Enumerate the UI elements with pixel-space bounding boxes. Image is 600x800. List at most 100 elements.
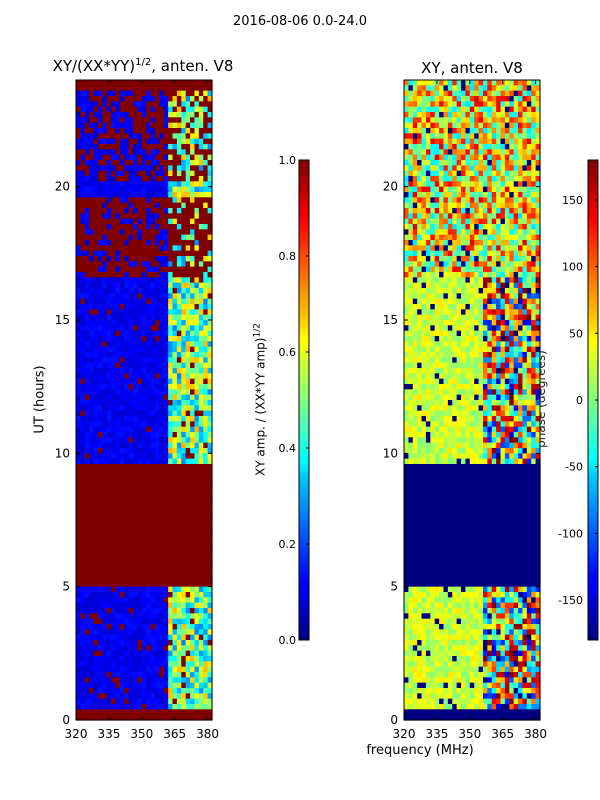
heatmap-cell: [443, 250, 449, 257]
heatmap-cell: [190, 256, 196, 262]
heatmap-cell: [133, 677, 139, 684]
heatmap-cell: [185, 245, 191, 252]
heatmap-cell: [163, 656, 169, 662]
heatmap-cell: [172, 565, 178, 572]
heatmap-cell: [128, 608, 134, 614]
heatmap-cell: [97, 304, 103, 310]
heatmap-cell: [106, 602, 112, 609]
heatmap-cell: [434, 176, 440, 182]
heatmap-cell: [106, 437, 112, 444]
heatmap-cell: [452, 272, 458, 278]
heatmap-cell: [106, 469, 112, 476]
heatmap-cell: [412, 96, 418, 102]
heatmap-cell: [146, 256, 152, 262]
heatmap-cell: [159, 144, 165, 150]
heatmap-cell: [106, 138, 112, 145]
heatmap-cell: [154, 709, 160, 716]
heatmap-cell: [509, 186, 515, 193]
heatmap-cell: [198, 218, 204, 225]
heatmap-cell: [84, 634, 90, 641]
heatmap-cell: [207, 234, 213, 241]
heatmap-cell: [150, 240, 156, 246]
heatmap-cell: [531, 122, 537, 129]
heatmap-cell: [89, 282, 95, 289]
heatmap-cell: [76, 677, 81, 684]
heatmap-cell: [80, 101, 86, 108]
heatmap-cell: [203, 336, 209, 342]
heatmap-cell: [443, 133, 449, 140]
heatmap-cell: [185, 320, 191, 326]
heatmap-cell: [172, 656, 178, 662]
heatmap-cell: [176, 181, 182, 188]
heatmap-cell: [190, 149, 196, 156]
heatmap-cell: [509, 160, 515, 166]
heatmap-cell: [185, 256, 191, 262]
heatmap-cell: [97, 666, 103, 673]
heatmap-cell: [124, 149, 130, 156]
heatmap-cell: [172, 554, 178, 561]
heatmap-cell: [456, 266, 462, 273]
heatmap-cell: [456, 144, 462, 150]
heatmap-cell: [207, 400, 213, 406]
heatmap-cell: [504, 117, 510, 124]
heatmap-cell: [115, 122, 121, 129]
heatmap-cell: [97, 288, 103, 294]
heatmap-cell: [133, 362, 139, 369]
heatmap-cell: [421, 122, 427, 129]
heatmap-cell: [207, 485, 213, 492]
heatmap-cell: [159, 272, 165, 278]
heatmap-cell: [198, 85, 204, 92]
heatmap-cell: [154, 144, 160, 150]
heatmap-cell: [176, 682, 182, 689]
heatmap-cell: [522, 154, 528, 161]
heatmap-cell: [163, 282, 169, 289]
heatmap-cell: [119, 586, 125, 593]
heatmap-cell: [84, 474, 90, 481]
heatmap-cell: [133, 602, 139, 609]
heatmap-cell: [84, 666, 90, 673]
heatmap-cell: [141, 480, 147, 486]
heatmap-cell: [207, 229, 213, 236]
heatmap-cell: [518, 90, 524, 97]
heatmap-cell: [84, 160, 90, 166]
heatmap-cell: [111, 688, 117, 694]
heatmap-cell: [115, 485, 121, 492]
heatmap-cell: [176, 128, 182, 134]
heatmap-cell: [115, 453, 121, 460]
heatmap-cell: [119, 144, 125, 150]
heatmap-cell: [154, 485, 160, 492]
heatmap-cell: [203, 309, 209, 316]
heatmap-cell: [119, 458, 125, 465]
heatmap-cell: [137, 309, 143, 316]
heatmap-cell: [526, 256, 532, 262]
heatmap-cell: [97, 608, 103, 614]
heatmap-cell: [80, 645, 86, 652]
heatmap-cell: [137, 378, 143, 385]
heatmap-cell: [89, 586, 95, 593]
heatmap-cell: [181, 256, 187, 262]
heatmap-cell: [124, 234, 130, 241]
heatmap-cell: [181, 570, 187, 577]
heatmap-cell: [518, 186, 524, 193]
heatmap-cell: [159, 304, 165, 310]
heatmap-cell: [194, 144, 200, 150]
heatmap-cell: [137, 224, 143, 230]
heatmap-cell: [102, 352, 108, 358]
heatmap-cell: [128, 128, 134, 134]
heatmap-cell: [203, 661, 209, 668]
heatmap-cell: [194, 261, 200, 268]
heatmap-cell: [461, 160, 467, 166]
heatmap-cell: [128, 672, 134, 678]
heatmap-cell: [452, 170, 458, 177]
heatmap-cell: [146, 576, 152, 582]
heatmap-cell: [128, 234, 134, 241]
heatmap-cell: [150, 80, 156, 86]
heatmap-cell: [482, 128, 488, 134]
heatmap-cell: [478, 234, 484, 241]
heatmap-cell: [133, 480, 139, 486]
heatmap-cell: [84, 202, 90, 209]
heatmap-cell: [412, 160, 418, 166]
heatmap-cell: [412, 170, 418, 177]
heatmap-cell: [137, 176, 143, 182]
heatmap-cell: [207, 309, 213, 316]
